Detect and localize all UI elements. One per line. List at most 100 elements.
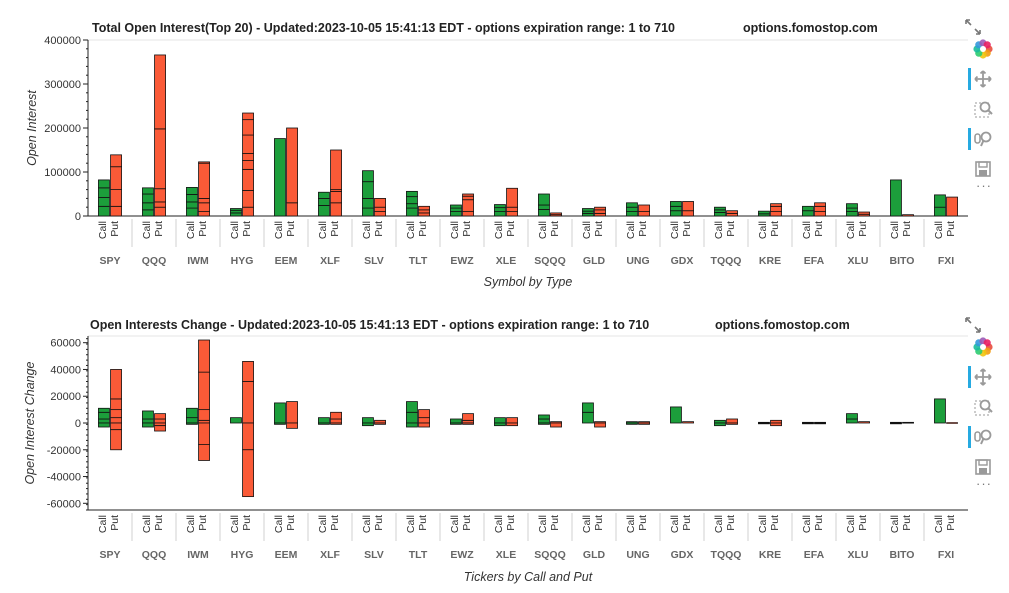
put-bar-segment[interactable] bbox=[814, 202, 826, 207]
put-bar-segment[interactable] bbox=[242, 190, 254, 208]
bokeh-logo-icon[interactable] bbox=[968, 334, 998, 360]
call-bar-segment[interactable] bbox=[98, 407, 110, 413]
call-bar-segment[interactable] bbox=[362, 422, 374, 427]
put-bar-segment[interactable] bbox=[506, 206, 518, 212]
call-bar-segment[interactable] bbox=[714, 206, 726, 211]
put-bar-segment[interactable] bbox=[154, 188, 166, 203]
call-bar-segment[interactable] bbox=[626, 211, 638, 217]
call-bar-segment[interactable] bbox=[186, 201, 198, 209]
put-bar-segment[interactable] bbox=[682, 210, 694, 217]
pan-icon[interactable] bbox=[968, 66, 998, 92]
put-bar-segment[interactable] bbox=[462, 199, 474, 213]
put-bar-segment[interactable] bbox=[814, 205, 826, 213]
call-bar-segment[interactable] bbox=[274, 138, 286, 217]
call-bar-segment[interactable] bbox=[494, 422, 506, 427]
call-bar-segment[interactable] bbox=[670, 205, 682, 212]
call-bar-segment[interactable] bbox=[494, 211, 506, 217]
call-bar-segment[interactable] bbox=[626, 422, 638, 425]
put-bar-segment[interactable] bbox=[506, 187, 518, 208]
call-bar-segment[interactable] bbox=[450, 204, 462, 209]
call-bar-segment[interactable] bbox=[538, 193, 550, 206]
call-bar-segment[interactable] bbox=[318, 191, 330, 199]
call-bar-segment[interactable] bbox=[142, 418, 154, 424]
put-bar-segment[interactable] bbox=[242, 381, 254, 424]
put-bar-segment[interactable] bbox=[902, 421, 914, 424]
put-bar-segment[interactable] bbox=[418, 417, 430, 424]
call-bar-segment[interactable] bbox=[186, 207, 198, 217]
put-bar-segment[interactable] bbox=[154, 54, 166, 130]
put-bar-segment[interactable] bbox=[462, 413, 474, 421]
call-bar-segment[interactable] bbox=[450, 422, 462, 425]
put-bar-segment[interactable] bbox=[286, 422, 298, 429]
save-icon[interactable] bbox=[968, 156, 998, 182]
call-bar-segment[interactable] bbox=[846, 203, 858, 209]
call-bar-segment[interactable] bbox=[318, 417, 330, 424]
call-bar-segment[interactable] bbox=[626, 202, 638, 208]
call-bar-segment[interactable] bbox=[406, 422, 418, 428]
put-bar-segment[interactable] bbox=[154, 128, 166, 190]
put-bar-segment[interactable] bbox=[770, 211, 782, 217]
call-bar-segment[interactable] bbox=[98, 411, 110, 420]
put-bar-segment[interactable] bbox=[506, 422, 518, 427]
put-bar-segment[interactable] bbox=[242, 134, 254, 154]
put-bar-segment[interactable] bbox=[550, 212, 562, 216]
pan-icon[interactable] bbox=[968, 364, 998, 390]
put-bar-segment[interactable] bbox=[418, 209, 430, 214]
put-bar-segment[interactable] bbox=[726, 418, 738, 424]
put-bar-segment[interactable] bbox=[242, 160, 254, 170]
put-bar-segment[interactable] bbox=[330, 149, 342, 190]
put-bar-segment[interactable] bbox=[638, 211, 650, 217]
call-bar-segment[interactable] bbox=[890, 422, 902, 425]
call-bar-segment[interactable] bbox=[846, 207, 858, 213]
more-tools-icon[interactable]: ··· bbox=[976, 178, 992, 193]
call-bar-segment[interactable] bbox=[670, 201, 682, 207]
put-bar-segment[interactable] bbox=[902, 214, 914, 217]
call-bar-segment[interactable] bbox=[846, 211, 858, 217]
call-bar-segment[interactable] bbox=[714, 419, 726, 424]
put-bar-segment[interactable] bbox=[418, 212, 430, 217]
put-bar-segment[interactable] bbox=[462, 195, 474, 201]
put-bar-segment[interactable] bbox=[242, 206, 254, 217]
put-bar-segment[interactable] bbox=[198, 161, 210, 164]
call-bar-segment[interactable] bbox=[538, 418, 550, 424]
call-bar-segment[interactable] bbox=[98, 422, 110, 428]
call-bar-segment[interactable] bbox=[406, 411, 418, 424]
put-bar-segment[interactable] bbox=[682, 421, 694, 424]
put-bar-segment[interactable] bbox=[198, 211, 210, 217]
call-bar-segment[interactable] bbox=[362, 197, 374, 209]
call-bar-segment[interactable] bbox=[934, 206, 946, 217]
call-bar-segment[interactable] bbox=[890, 179, 902, 217]
call-bar-segment[interactable] bbox=[142, 193, 154, 204]
call-bar-segment[interactable] bbox=[802, 210, 814, 217]
put-bar-segment[interactable] bbox=[462, 419, 474, 424]
put-bar-segment[interactable] bbox=[198, 419, 210, 424]
call-bar-segment[interactable] bbox=[450, 211, 462, 217]
put-bar-segment[interactable] bbox=[198, 339, 210, 373]
call-bar-segment[interactable] bbox=[318, 205, 330, 217]
put-bar-segment[interactable] bbox=[198, 197, 210, 204]
call-bar-segment[interactable] bbox=[538, 414, 550, 420]
put-bar-segment[interactable] bbox=[814, 211, 826, 217]
put-bar-segment[interactable] bbox=[242, 153, 254, 161]
put-bar-segment[interactable] bbox=[242, 422, 254, 451]
put-bar-segment[interactable] bbox=[110, 205, 122, 217]
expand-icon[interactable] bbox=[958, 312, 988, 338]
call-bar-segment[interactable] bbox=[758, 210, 770, 215]
put-bar-segment[interactable] bbox=[594, 422, 606, 428]
call-bar-segment[interactable] bbox=[142, 187, 154, 195]
put-bar-segment[interactable] bbox=[110, 417, 122, 424]
call-bar-segment[interactable] bbox=[494, 207, 506, 212]
box-zoom-icon[interactable] bbox=[968, 394, 998, 420]
call-bar-segment[interactable] bbox=[98, 205, 110, 217]
put-bar-segment[interactable] bbox=[418, 205, 430, 211]
call-bar-segment[interactable] bbox=[758, 422, 770, 425]
put-bar-segment[interactable] bbox=[242, 449, 254, 498]
put-bar-segment[interactable] bbox=[110, 422, 122, 431]
put-bar-segment[interactable] bbox=[110, 369, 122, 400]
call-bar-segment[interactable] bbox=[186, 422, 198, 425]
call-bar-segment[interactable] bbox=[802, 422, 814, 425]
call-bar-segment[interactable] bbox=[802, 205, 814, 212]
put-bar-segment[interactable] bbox=[814, 422, 826, 425]
put-bar-segment[interactable] bbox=[330, 418, 342, 424]
put-bar-segment[interactable] bbox=[242, 119, 254, 136]
